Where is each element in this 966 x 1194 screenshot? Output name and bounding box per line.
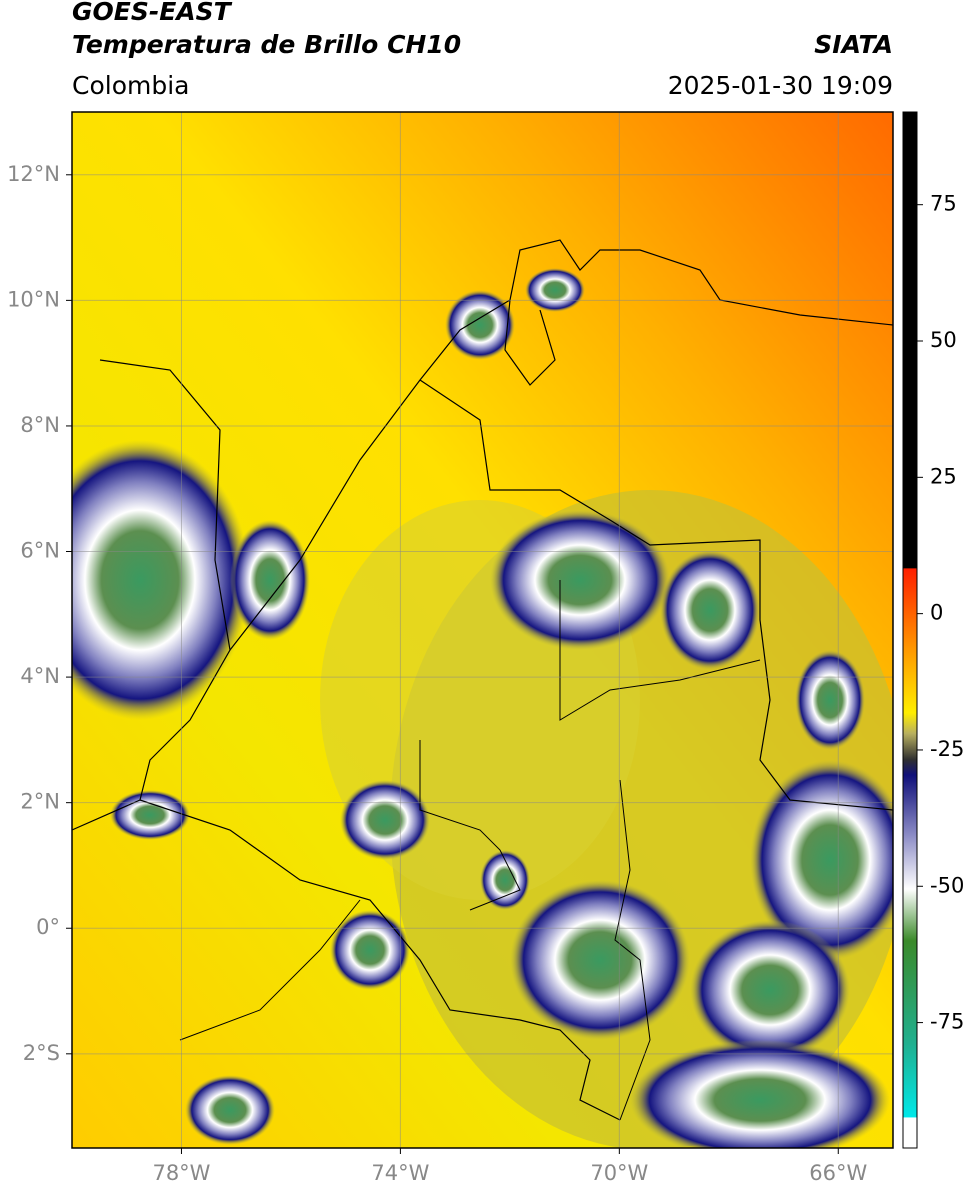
y-tick-label: 8°N (20, 413, 60, 437)
colorbar-tick-label: -50 (930, 873, 964, 897)
subtitle: Temperatura de Brillo CH10 (72, 30, 461, 59)
y-tick-label: 2°S (23, 1041, 60, 1065)
y-tick-label: 4°N (20, 664, 60, 688)
colorbar-tick-label: -25 (930, 737, 964, 761)
y-tick-label: 12°N (7, 162, 60, 186)
datetime: 2025-01-30 19:09 (668, 71, 893, 100)
map-image (72, 112, 893, 1148)
x-tick-label: 78°W (152, 1161, 210, 1185)
colorbar-tick-label: -75 (930, 1010, 964, 1034)
map-frame (71, 111, 894, 1149)
source: SIATA (814, 30, 893, 59)
grid (72, 112, 893, 1148)
colorbar-tick-label: 25 (930, 464, 957, 488)
colorbar-tick-label: 0 (930, 601, 943, 625)
x-tick-label: 66°W (809, 1161, 867, 1185)
colorbar-tick-label: 75 (930, 192, 957, 216)
y-tick-label: 0° (36, 915, 60, 939)
x-tick-label: 74°W (371, 1161, 429, 1185)
region: Colombia (72, 71, 189, 100)
x-tick-label: 70°W (590, 1161, 648, 1185)
title: GOES-EAST (72, 0, 233, 26)
y-tick-label: 10°N (7, 287, 60, 311)
y-tick-label: 6°N (20, 539, 60, 563)
colorbar (902, 111, 918, 1149)
y-tick-label: 2°N (20, 790, 60, 814)
colorbar-tick-label: 50 (930, 328, 957, 352)
